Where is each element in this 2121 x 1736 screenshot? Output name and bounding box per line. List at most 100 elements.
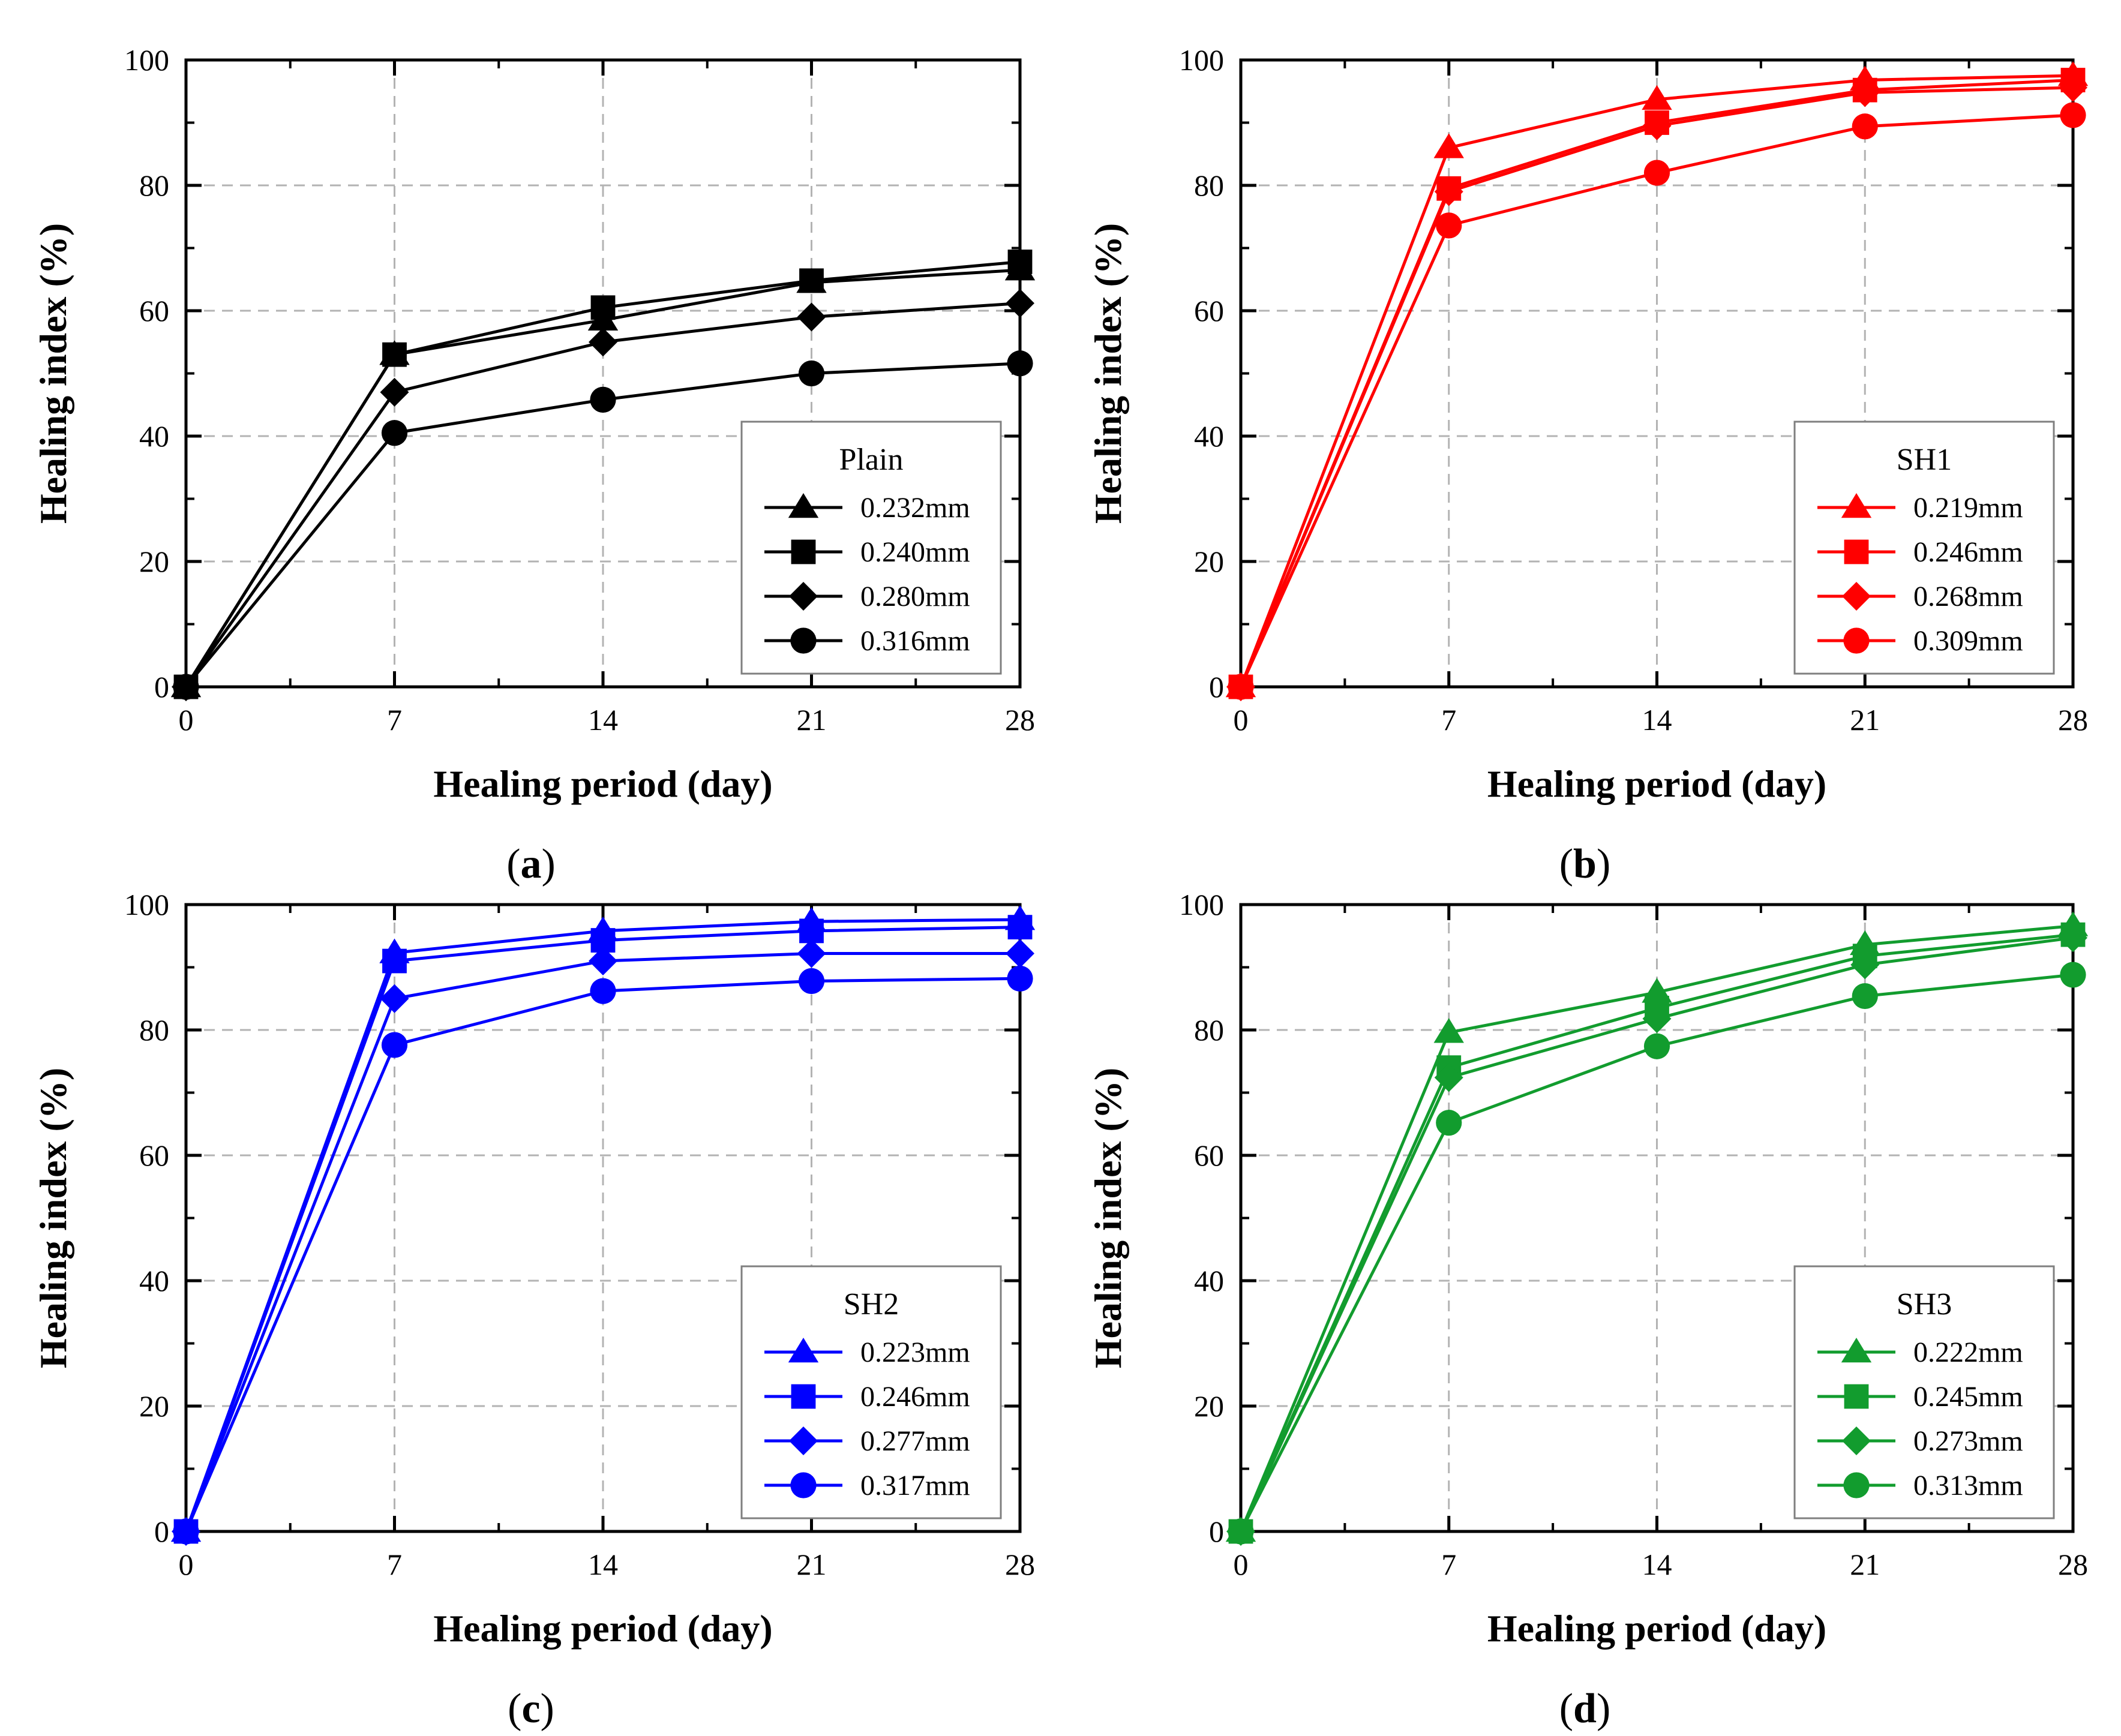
y-tick-label: 60 bbox=[139, 294, 169, 328]
y-tick-label: 80 bbox=[139, 1013, 169, 1047]
data-point-0.316mm-0 bbox=[173, 674, 199, 700]
legend-marker-0.317mm bbox=[790, 1472, 817, 1498]
x-tick-label: 7 bbox=[387, 703, 402, 737]
legend-label: 0.232mm bbox=[860, 492, 970, 524]
data-point-0.273mm-21 bbox=[1850, 950, 1880, 980]
legend: SH3 0.222mm 0.245mm 0.273mm 0.313mm bbox=[1793, 1265, 2055, 1519]
y-tick-label: 40 bbox=[1194, 1264, 1224, 1298]
y-tick-label: 60 bbox=[1194, 1139, 1224, 1172]
legend-label: 0.273mm bbox=[1913, 1425, 2023, 1457]
data-point-0.222mm-7 bbox=[1433, 1018, 1464, 1043]
y-tick-label: 100 bbox=[124, 43, 169, 77]
y-tick-label: 100 bbox=[1179, 43, 1224, 77]
data-point-0.317mm-21 bbox=[798, 968, 825, 995]
y-axis-title: Healing index (%) bbox=[32, 1068, 74, 1368]
legend-marker-0.246mm bbox=[791, 1384, 816, 1409]
y-axis-title: Healing index (%) bbox=[1087, 1068, 1129, 1368]
x-tick-label: 14 bbox=[588, 703, 618, 737]
x-axis-title: Healing period (day) bbox=[433, 762, 772, 805]
legend-marker-0.222mm bbox=[1841, 1338, 1872, 1363]
data-point-0.219mm-7 bbox=[1433, 133, 1464, 158]
data-point-0.277mm-28 bbox=[1006, 939, 1034, 968]
data-point-0.240mm-21 bbox=[799, 268, 824, 293]
data-point-0.280mm-28 bbox=[1006, 289, 1034, 318]
x-axis-title: Healing period (day) bbox=[1487, 1607, 1826, 1650]
y-tick-label: 0 bbox=[1209, 670, 1224, 704]
x-tick-label: 0 bbox=[1234, 1548, 1249, 1581]
chart-panel-a: 0 7 14 21 28 0 20 40 60 80 100 Healing period (day)… bbox=[32, 43, 1036, 887]
x-tick-label: 28 bbox=[1005, 1548, 1035, 1581]
legend-label: 0.316mm bbox=[860, 625, 970, 657]
data-point-0.280mm-7 bbox=[380, 377, 409, 407]
data-point-0.280mm-21 bbox=[797, 302, 826, 332]
x-axis-title: Healing period (day) bbox=[433, 1607, 772, 1650]
y-tick-label: 0 bbox=[154, 1515, 169, 1548]
x-tick-label: 7 bbox=[1441, 1548, 1456, 1581]
data-point-0.277mm-14 bbox=[589, 947, 617, 976]
legend: Plain 0.232mm 0.240mm 0.280mm 0.316mm bbox=[740, 421, 1002, 675]
legend: SH1 0.219mm 0.246mm 0.268mm 0.309mm bbox=[1793, 421, 2055, 675]
x-tick-label: 7 bbox=[387, 1548, 402, 1581]
y-tick-label: 20 bbox=[1194, 1389, 1224, 1423]
legend-marker-0.232mm bbox=[788, 493, 819, 518]
legend-marker-0.316mm bbox=[790, 627, 817, 654]
data-point-0.273mm-28 bbox=[2059, 923, 2087, 953]
data-point-0.246mm-21 bbox=[799, 918, 824, 944]
legend-marker-0.245mm bbox=[1844, 1384, 1869, 1409]
y-tick-label: 0 bbox=[1209, 1515, 1224, 1548]
x-tick-label: 28 bbox=[2058, 1548, 2088, 1581]
y-tick-label: 80 bbox=[139, 169, 169, 202]
legend-label: 0.313mm bbox=[1913, 1470, 2023, 1501]
y-tick-label: 100 bbox=[124, 888, 169, 921]
data-point-0.268mm-28 bbox=[2059, 73, 2087, 102]
y-tick-label: 60 bbox=[139, 1139, 169, 1172]
data-point-0.277mm-7 bbox=[380, 984, 409, 1013]
data-point-0.277mm-21 bbox=[797, 939, 826, 968]
data-point-0.316mm-14 bbox=[590, 386, 616, 413]
panel-label: (b) bbox=[1559, 841, 1611, 887]
data-point-0.313mm-21 bbox=[1852, 983, 1878, 1010]
data-point-0.313mm-28 bbox=[2060, 962, 2086, 988]
data-point-0.316mm-7 bbox=[381, 420, 408, 446]
data-point-0.316mm-21 bbox=[798, 360, 825, 387]
legend-label: 0.277mm bbox=[860, 1425, 970, 1457]
legend-marker-0.246mm bbox=[1844, 539, 1869, 564]
legend-title: SH1 bbox=[1897, 443, 1952, 477]
legend-label: 0.317mm bbox=[860, 1470, 970, 1501]
data-point-0.240mm-14 bbox=[590, 295, 616, 320]
legend-box bbox=[1793, 421, 2055, 675]
chart-panel-b: 0 7 14 21 28 0 20 40 60 80 100 Healing period (day)… bbox=[1087, 43, 2089, 887]
y-tick-label: 20 bbox=[139, 1389, 169, 1423]
legend-marker-0.277mm bbox=[789, 1426, 818, 1455]
y-axis-title: Healing index (%) bbox=[1087, 223, 1129, 524]
data-point-0.309mm-28 bbox=[2060, 102, 2086, 128]
y-tick-label: 60 bbox=[1194, 294, 1224, 328]
legend-label: 0.280mm bbox=[860, 581, 970, 612]
legend-label: 0.240mm bbox=[860, 536, 970, 568]
data-point-0.280mm-14 bbox=[589, 328, 617, 357]
legend-title: SH3 bbox=[1897, 1287, 1952, 1321]
y-axis-title: Healing index (%) bbox=[32, 223, 74, 524]
x-tick-label: 28 bbox=[1005, 703, 1035, 737]
data-point-0.268mm-7 bbox=[1434, 177, 1463, 206]
x-tick-label: 14 bbox=[588, 1548, 618, 1581]
y-tick-label: 80 bbox=[1194, 1013, 1224, 1047]
legend-marker-0.268mm bbox=[1842, 582, 1871, 611]
data-point-0.309mm-7 bbox=[1436, 212, 1462, 239]
x-axis-title: Healing period (day) bbox=[1487, 762, 1826, 805]
legend: SH2 0.223mm 0.246mm 0.277mm 0.317mm bbox=[740, 1265, 1002, 1519]
legend-box bbox=[740, 1265, 1002, 1519]
data-point-0.246mm-28 bbox=[1007, 915, 1033, 940]
x-tick-label: 21 bbox=[797, 703, 827, 737]
legend-label: 0.222mm bbox=[1913, 1336, 2023, 1368]
chart-panel-c: 0 7 14 21 28 0 20 40 60 80 100 Healing period (day)… bbox=[32, 888, 1036, 1732]
legend-title: SH2 bbox=[844, 1287, 899, 1321]
legend-marker-0.280mm bbox=[789, 582, 818, 611]
data-point-0.316mm-28 bbox=[1007, 350, 1033, 377]
legend-label: 0.245mm bbox=[1913, 1381, 2023, 1413]
data-point-0.219mm-14 bbox=[1642, 85, 1672, 110]
panel-label: (c) bbox=[508, 1686, 554, 1732]
x-tick-label: 7 bbox=[1441, 703, 1456, 737]
data-point-0.309mm-0 bbox=[1228, 674, 1254, 700]
legend-marker-0.309mm bbox=[1843, 627, 1870, 654]
